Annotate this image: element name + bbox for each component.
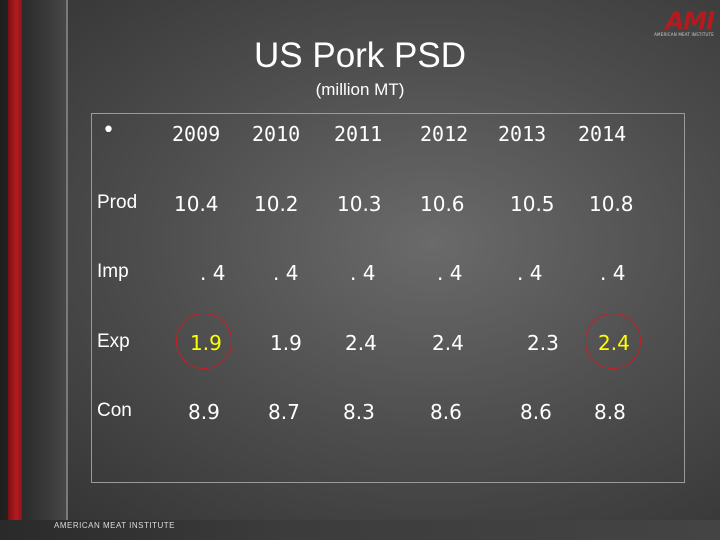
footer-text: AMERICAN MEAT INSTITUTE [54,521,175,530]
row-label-prod: Prod [97,192,138,213]
table-cell-highlighted: 2.4 [598,331,630,355]
slide-subtitle: (million MT) [315,80,405,99]
table-cell: 2.4 [345,331,377,355]
slide-title: US Pork PSD [254,36,466,75]
table-cell: 8.3 [343,400,375,424]
table-cell: . 4 [517,261,543,285]
year-header: 2010 [252,122,301,146]
table-cell: 1.9 [270,331,302,355]
table-cell: 8.8 [594,400,626,424]
table-cell: 10.5 [510,192,555,216]
red-accent-bar [8,0,22,540]
table-cell: . 4 [200,261,226,285]
year-header: 2013 [498,122,547,146]
table-cell: 10.8 [589,192,634,216]
highlight-circle [176,313,232,369]
table-cell: 10.2 [254,192,299,216]
ami-logo: AMI AMERICAN MEAT INSTITUTE [650,7,715,37]
highlight-circle [585,313,641,369]
table-frame [91,113,685,483]
table-cell: 10.4 [174,192,219,216]
table-cell: 8.7 [268,400,300,424]
row-label-exp: Exp [97,331,130,352]
bottom-band [0,520,720,540]
table-cell: 2.3 [527,331,559,355]
table-cell: . 4 [273,261,299,285]
bullet-marker: • [102,118,115,143]
logo-mark: AMI [665,7,715,35]
table-cell: 8.6 [430,400,462,424]
logo-subtext: AMERICAN MEAT INSTITUTE [654,32,714,37]
table-cell: . 4 [350,261,376,285]
year-header: 2011 [334,122,383,146]
table-cell: . 4 [437,261,463,285]
table-cell: 8.6 [520,400,552,424]
row-label-con: Con [97,400,132,421]
year-header: 2009 [172,122,221,146]
table-cell: . 4 [600,261,626,285]
table-cell: 2.4 [432,331,464,355]
row-label-imp: Imp [97,261,129,282]
year-header: 2014 [578,122,627,146]
table-cell: 10.6 [420,192,465,216]
table-cell: 10.3 [337,192,382,216]
table-cell-highlighted: 1.9 [190,331,222,355]
table-cell: 8.9 [188,400,220,424]
year-header: 2012 [420,122,469,146]
